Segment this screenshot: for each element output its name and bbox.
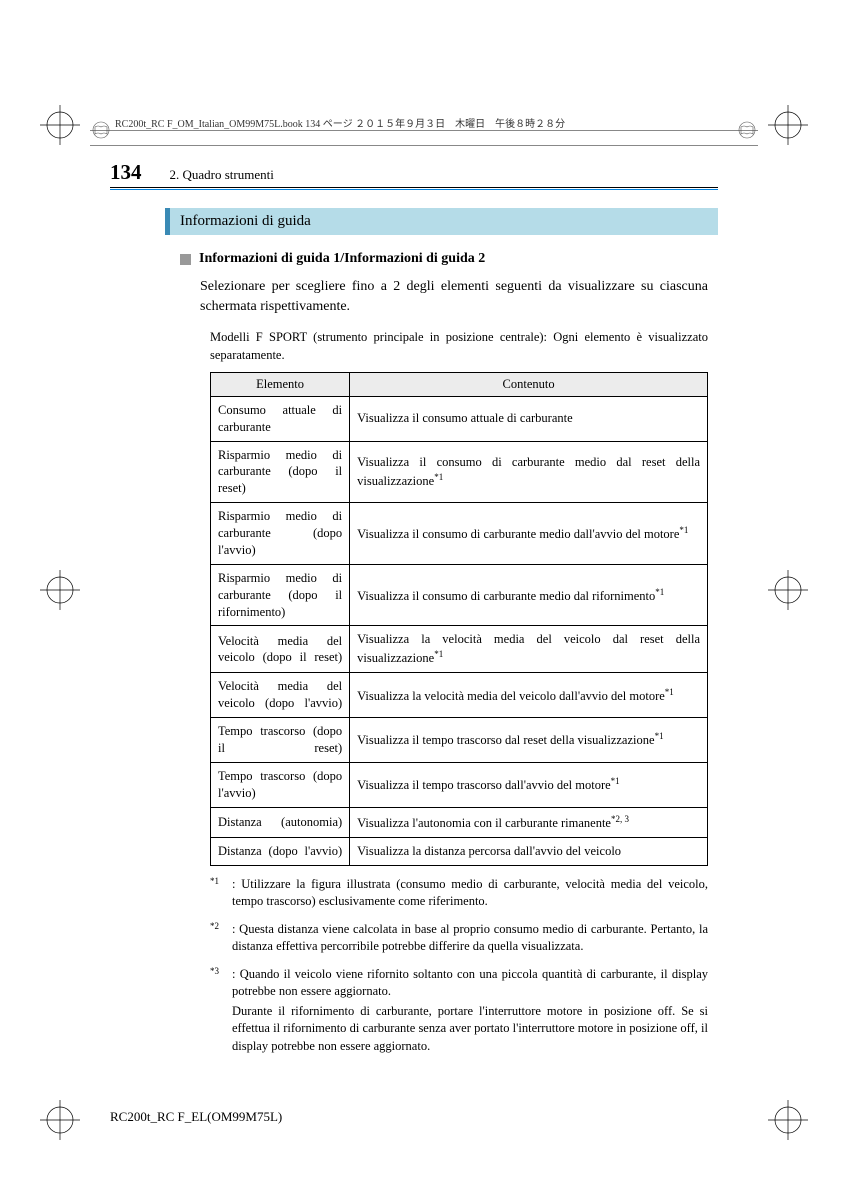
sub-heading-text: Informazioni di guida 1/Informazioni di … [199, 251, 485, 267]
table-header-content: Contenuto [350, 372, 708, 396]
page-content: 134 2. Quadro strumenti Informazioni di … [110, 160, 718, 1065]
section-name: 2. Quadro strumenti [170, 167, 274, 183]
header-meta-text: RC200t_RC F_OM_Italian_OM99M75L.book 134… [115, 115, 565, 130]
crop-mark-icon [40, 105, 80, 145]
footnote-mark: *3 [210, 966, 232, 1058]
table-cell-element: Risparmio medio di carburante (dopo il r… [211, 564, 350, 626]
footnote: *2: Questa distanza viene calcolata in b… [210, 921, 708, 958]
table-row: Consumo attuale di carburanteVisualizza … [211, 396, 708, 441]
footnote: *3: Quando il veicolo viene rifornito so… [210, 966, 708, 1058]
table-row: Distanza (autonomia)Visualizza l'autonom… [211, 807, 708, 837]
table-cell-content: Visualizza il consumo di carburante medi… [350, 503, 708, 565]
table-cell-content: Visualizza la velocità media del veicolo… [350, 673, 708, 718]
table-cell-element: Risparmio medio di carburante (dopo l'av… [211, 503, 350, 565]
sub-heading: Informazioni di guida 1/Informazioni di … [180, 251, 718, 267]
footnote-text: : Quando il veicolo viene rifornito solt… [232, 966, 708, 1058]
page-header: 134 2. Quadro strumenti [110, 160, 718, 188]
table-row: Risparmio medio di carburante (dopo il r… [211, 564, 708, 626]
footnote-mark: *1 [210, 876, 232, 913]
crop-mark-icon [40, 570, 80, 610]
table-row: Velocità media del veicolo (dopo il rese… [211, 626, 708, 673]
table-cell-element: Consumo attuale di carburante [211, 396, 350, 441]
table-cell-content: Visualizza il consumo di carburante medi… [350, 441, 708, 503]
table-header-element: Elemento [211, 372, 350, 396]
table-row: Tempo trascorso (dopo il reset)Visualizz… [211, 718, 708, 763]
body-text: Selezionare per scegliere fino a 2 degli… [200, 277, 708, 318]
footnote-mark: *2 [210, 921, 232, 958]
note-text: Modelli F SPORT (strumento principale in… [210, 328, 708, 364]
table-cell-element: Tempo trascorso (dopo l'avvio) [211, 762, 350, 807]
table-cell-content: Visualizza l'autonomia con il carburante… [350, 807, 708, 837]
section-heading: Informazioni di guida [165, 208, 718, 235]
table-row: Risparmio medio di carburante (dopo l'av… [211, 503, 708, 565]
table-cell-content: Visualizza il tempo trascorso dall'avvio… [350, 762, 708, 807]
table-cell-content: Visualizza la distanza percorsa dall'avv… [350, 837, 708, 865]
table-row: Distanza (dopo l'avvio)Visualizza la dis… [211, 837, 708, 865]
table-cell-content: Visualizza il tempo trascorso dal reset … [350, 718, 708, 763]
crop-mark-icon [768, 1100, 808, 1140]
table-cell-element: Tempo trascorso (dopo il reset) [211, 718, 350, 763]
page-number: 134 [110, 160, 142, 185]
footnote: *1: Utilizzare la figura illustrata (con… [210, 876, 708, 913]
footnote-text: : Utilizzare la figura illustrata (consu… [232, 876, 708, 913]
crop-mark-icon [40, 1100, 80, 1140]
table-cell-element: Velocità media del veicolo (dopo l'avvio… [211, 673, 350, 718]
table-cell-element: Distanza (autonomia) [211, 807, 350, 837]
crop-mark-icon [768, 105, 808, 145]
footer-doc-id: RC200t_RC F_EL(OM99M75L) [110, 1109, 282, 1125]
square-marker-icon [180, 254, 191, 265]
table-row: Tempo trascorso (dopo l'avvio)Visualizza… [211, 762, 708, 807]
table-cell-element: Risparmio medio di carburante (dopo il r… [211, 441, 350, 503]
footnote-text: : Questa distanza viene calcolata in bas… [232, 921, 708, 958]
table-row: Risparmio medio di carburante (dopo il r… [211, 441, 708, 503]
table-cell-content: Visualizza la velocità media del veicolo… [350, 626, 708, 673]
table-row: Velocità media del veicolo (dopo l'avvio… [211, 673, 708, 718]
table-cell-element: Velocità media del veicolo (dopo il rese… [211, 626, 350, 673]
table-cell-element: Distanza (dopo l'avvio) [211, 837, 350, 865]
book-icon [738, 121, 756, 139]
footnotes: *1: Utilizzare la figura illustrata (con… [210, 876, 708, 1058]
crop-mark-icon [768, 570, 808, 610]
table-cell-content: Visualizza il consumo di carburante medi… [350, 564, 708, 626]
book-icon [92, 121, 110, 139]
blue-divider [110, 189, 718, 190]
table-cell-content: Visualizza il consumo attuale di carbura… [350, 396, 708, 441]
info-table: Elemento Contenuto Consumo attuale di ca… [210, 372, 708, 866]
header-meta-rule [90, 130, 758, 146]
